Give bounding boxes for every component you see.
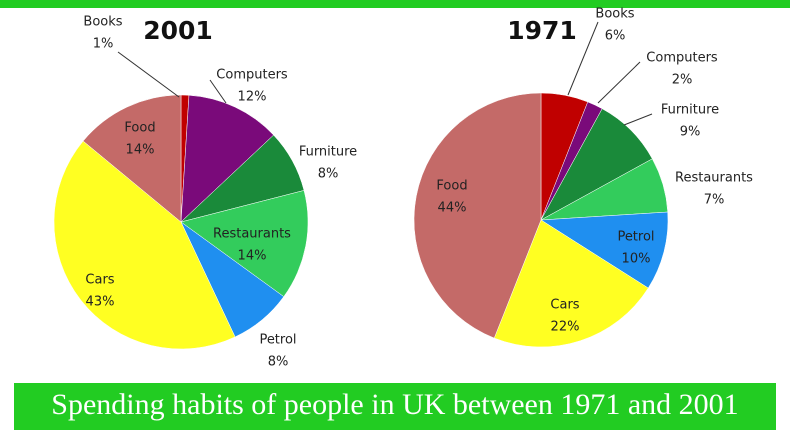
value-label: 2% [672, 73, 693, 88]
leader-line [623, 113, 653, 126]
leader-line [597, 61, 641, 104]
value-label: 14% [238, 249, 267, 264]
pie-slice [180, 190, 309, 297]
slice-label: Petrol [259, 333, 296, 348]
slice-label: Furniture [299, 145, 357, 160]
pie-slice [82, 94, 182, 223]
slice-label: Books [83, 15, 122, 30]
pie-slice [540, 211, 669, 289]
slice-label: Books [595, 7, 634, 22]
slice-label: Petrol [617, 230, 654, 245]
slice-label: Restaurants [675, 171, 753, 186]
value-label: 22% [551, 320, 580, 335]
value-label: 6% [605, 29, 626, 44]
value-label: 7% [704, 193, 725, 208]
value-label: 44% [438, 201, 467, 216]
value-label: 12% [238, 90, 267, 105]
leader-line [117, 51, 180, 98]
value-label: 8% [268, 355, 289, 370]
top-banner [0, 0, 790, 8]
pie-slice [53, 140, 236, 350]
pie-slice [493, 219, 649, 348]
pie-slice [413, 92, 542, 339]
chart-title: 1971 [507, 16, 577, 45]
slice-label: Food [124, 121, 155, 136]
chart-title: 2001 [143, 16, 213, 45]
value-label: 10% [622, 252, 651, 267]
caption-banner [14, 383, 776, 430]
slice-label: Restaurants [213, 227, 291, 242]
value-label: 1% [93, 37, 114, 52]
caption: Spending habits of people in UK between … [51, 388, 738, 421]
value-label: 43% [86, 295, 115, 310]
slice-label: Computers [646, 51, 718, 66]
value-label: 8% [318, 167, 339, 182]
leader-line [567, 21, 599, 96]
slice-label: Computers [216, 68, 288, 83]
value-label: 9% [680, 125, 701, 140]
slice-label: Cars [550, 298, 579, 313]
value-label: 14% [126, 143, 155, 158]
pie-slice [180, 94, 274, 223]
slice-label: Food [436, 179, 467, 194]
leader-line [209, 79, 227, 104]
slice-label: Cars [85, 273, 114, 288]
slice-label: Furniture [661, 103, 719, 118]
